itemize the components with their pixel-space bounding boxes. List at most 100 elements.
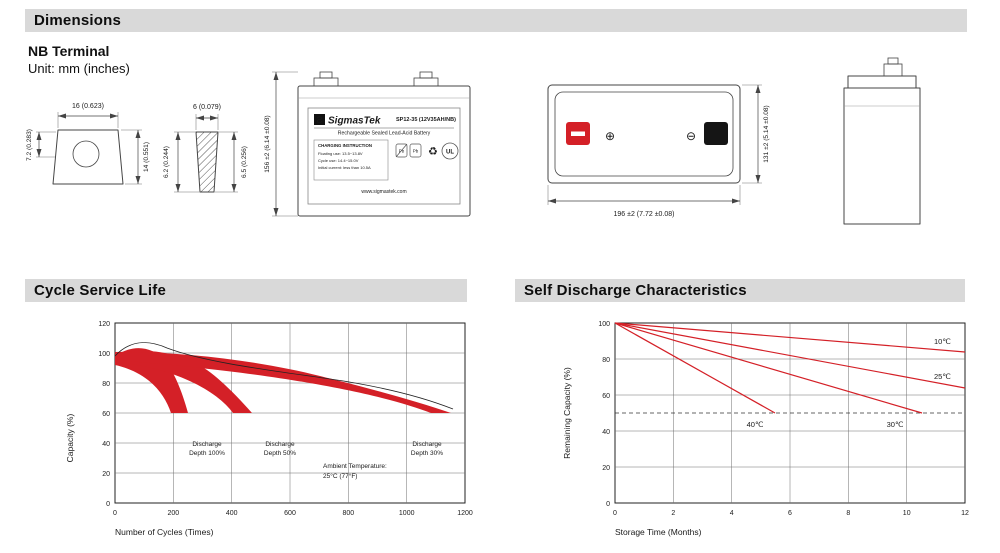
label-30c: 30℃ <box>887 420 904 429</box>
band-depth-30 <box>115 351 451 413</box>
plus-symbol: ⊕ <box>605 129 615 143</box>
brand-name: SigmasTek <box>328 116 381 127</box>
cycle-annotations: Discharge Depth 100% Discharge Depth 50%… <box>189 441 443 480</box>
svg-text:600: 600 <box>284 510 296 517</box>
self-discharge-lines <box>614 322 966 414</box>
website-text: www.sigmastek.com <box>361 189 406 195</box>
terminal-section-dimensions: 6 (0.079) 6.2 (0.244) 6.5 (0.256) <box>163 104 248 193</box>
svg-text:60: 60 <box>602 393 610 400</box>
self-discharge-gridlines <box>615 323 965 503</box>
cycle-x-axis-title: Number of Cycles (Times) <box>115 527 214 537</box>
model-number: SP12-35 (12V35AH/NB) <box>396 117 456 123</box>
svg-text:6: 6 <box>788 510 792 517</box>
svg-text:400: 400 <box>226 510 238 517</box>
ann-depth100-line2: Depth 100% <box>189 450 225 457</box>
self-discharge-svg: 10℃ 25℃ 40℃ 30℃ 100 80 60 40 20 0 0 2 4 … <box>562 321 969 537</box>
svg-text:80: 80 <box>102 381 110 388</box>
svg-text:100: 100 <box>98 351 110 358</box>
svg-text:200: 200 <box>167 510 179 517</box>
terminal-section-left-dim: 6.2 (0.244) <box>163 146 170 178</box>
negative-terminal <box>704 122 728 145</box>
svg-text:4: 4 <box>730 510 734 517</box>
svg-text:800: 800 <box>342 510 354 517</box>
battery-label-content: Ƨ SigmasTek SP12-35 (12V35AH/NB) Recharg… <box>313 114 459 195</box>
terminal-section-right-dim: 6.5 (0.256) <box>241 146 248 178</box>
svg-text:2: 2 <box>671 510 675 517</box>
line-10c <box>614 322 966 353</box>
svg-text:40: 40 <box>102 441 110 448</box>
ann-depth30-line2: Depth 30% <box>411 450 443 457</box>
ann-ambient-line2: 25°C (77°F) <box>323 472 357 480</box>
self-discharge-ytick-labels: 100 80 60 40 20 0 <box>598 321 610 508</box>
battery-label <box>307 107 461 205</box>
cycle-y-axis-title: Capacity (%) <box>65 414 75 463</box>
charging-line-3: Initial current: less than 10.5A <box>318 165 371 170</box>
terminal-section-shape <box>195 131 219 193</box>
line-25c <box>614 322 966 389</box>
side-view-lid <box>847 75 917 89</box>
minus-symbol: ⊖ <box>686 129 696 143</box>
pb-icon: Pb <box>395 143 408 158</box>
battery-terminals <box>313 71 439 87</box>
top-view-outer-case <box>547 84 741 184</box>
terminal-front-left-dim: 7.2 (0.283) <box>26 129 33 161</box>
ul-icon: UL <box>441 142 459 160</box>
cycle-chart-svg: Discharge Depth 100% Discharge Depth 50%… <box>65 321 473 537</box>
svg-text:60: 60 <box>102 411 110 418</box>
cycle-capacity-bands <box>114 342 454 413</box>
recycle-icon: ♻ <box>428 146 438 158</box>
side-view-terminal <box>883 63 903 77</box>
charging-line-2: Cycle use: 14.4~15.0V <box>318 158 359 163</box>
ann-depth100-line1: Discharge <box>192 441 222 448</box>
svg-text:8: 8 <box>846 510 850 517</box>
svg-text:UL: UL <box>446 150 454 156</box>
terminal-section-width-dim: 6 (0.079) <box>193 104 221 111</box>
battery-top-svg: ⊕ ⊖ 196 ±2 (7.72 ±0.08) 131 ±2 (5.14 ±0.… <box>547 84 770 218</box>
label-25c: 25℃ <box>934 372 951 381</box>
svg-text:0: 0 <box>113 510 117 517</box>
top-view-depth-dimension: 131 ±2 (5.14 ±0.08) <box>742 84 770 184</box>
charging-line-1: Floating use: 13.5~13.8V <box>318 151 363 156</box>
svg-text:40: 40 <box>602 429 610 436</box>
battery-side-svg <box>843 57 921 225</box>
band-depth-50 <box>115 350 252 413</box>
brand-logo-box <box>314 114 325 125</box>
cycle-xtick-labels: 0 200 400 600 800 1000 1200 <box>113 510 473 517</box>
terminal-section-drawing: 6 (0.079) 6.2 (0.244) 6.5 (0.256) <box>152 92 257 217</box>
top-view-inner-lid <box>554 91 734 177</box>
self-discharge-y-axis-title: Remaining Capacity (%) <box>562 367 572 459</box>
ann-ambient-line1: Ambient Temperature: <box>323 463 387 470</box>
top-view-width-dimension: 196 ±2 (7.72 ±0.08) <box>547 185 741 218</box>
line-30c <box>614 322 923 414</box>
top-view-width-dim: 196 ±2 (7.72 ±0.08) <box>613 211 674 218</box>
self-discharge-title: Self Discharge Characteristics <box>524 282 747 299</box>
battery-front-height-dimension: 156 ±2 (6.14 ±0.08) <box>264 71 298 217</box>
terminal-front-shape <box>52 129 124 185</box>
side-view-case <box>843 87 921 225</box>
cycle-ytick-labels: 120 100 80 60 40 20 0 <box>98 321 110 508</box>
charging-instruction-box <box>313 139 389 181</box>
svg-text:12: 12 <box>961 510 969 517</box>
nb-terminal-subtitle: NB Terminal <box>28 43 110 59</box>
self-discharge-chart: 10℃ 25℃ 40℃ 30℃ 100 80 60 40 20 0 0 2 4 … <box>550 308 980 548</box>
charging-instruction-title: CHARGING INSTRUCTION <box>318 143 372 148</box>
cycle-service-life-chart: Discharge Depth 100% Discharge Depth 50%… <box>55 308 475 548</box>
cycle-service-life-title: Cycle Service Life <box>34 282 167 299</box>
terminal-front-height-dim: 14 (0.551) <box>143 142 150 172</box>
capacity-outline-curve <box>114 342 454 410</box>
battery-type-line: Rechargeable Sealed Lead-Acid Battery <box>338 131 431 137</box>
svg-text:Pb: Pb <box>413 149 419 154</box>
svg-text:120: 120 <box>98 321 110 328</box>
terminal-front-width-dim: 16 (0.623) <box>72 103 104 110</box>
self-discharge-x-axis-title: Storage Time (Months) <box>615 527 702 537</box>
svg-text:1000: 1000 <box>399 510 415 517</box>
line-40c <box>614 322 776 414</box>
terminal-section-svg: 6 (0.079) 6.2 (0.244) 6.5 (0.256) <box>163 104 248 193</box>
pb2-icon: Pb <box>409 143 422 158</box>
svg-text:100: 100 <box>598 321 610 328</box>
dimensions-section-header: Dimensions <box>25 9 967 32</box>
ann-depth50-line1: Discharge <box>265 441 295 448</box>
label-40c: 40℃ <box>747 420 764 429</box>
unit-label: Unit: mm (inches) <box>28 61 130 76</box>
svg-text:0: 0 <box>606 501 610 508</box>
